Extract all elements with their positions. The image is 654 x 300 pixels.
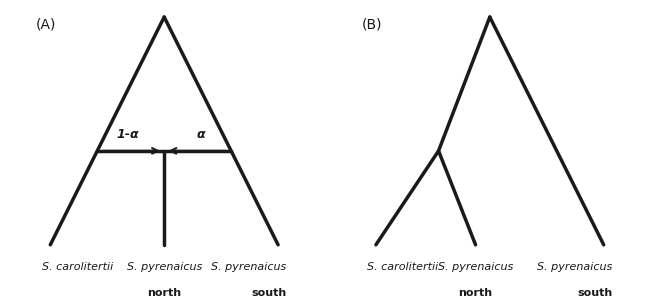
Text: 1-α: 1-α (116, 128, 139, 141)
Text: south: south (251, 287, 286, 298)
Text: S. carolitertii: S. carolitertii (42, 262, 113, 272)
Text: S. pyrenaicus: S. pyrenaicus (211, 262, 286, 272)
Text: α: α (196, 128, 205, 141)
Text: north: north (147, 287, 181, 298)
Text: S. pyrenaicus: S. pyrenaicus (438, 262, 513, 272)
Text: S. pyrenaicus: S. pyrenaicus (127, 262, 202, 272)
Text: (A): (A) (36, 17, 56, 31)
Text: S. carolitertii: S. carolitertii (368, 262, 439, 272)
Text: S. pyrenaicus: S. pyrenaicus (537, 262, 612, 272)
Text: north: north (458, 287, 492, 298)
Text: south: south (577, 287, 612, 298)
Text: (B): (B) (362, 17, 382, 31)
